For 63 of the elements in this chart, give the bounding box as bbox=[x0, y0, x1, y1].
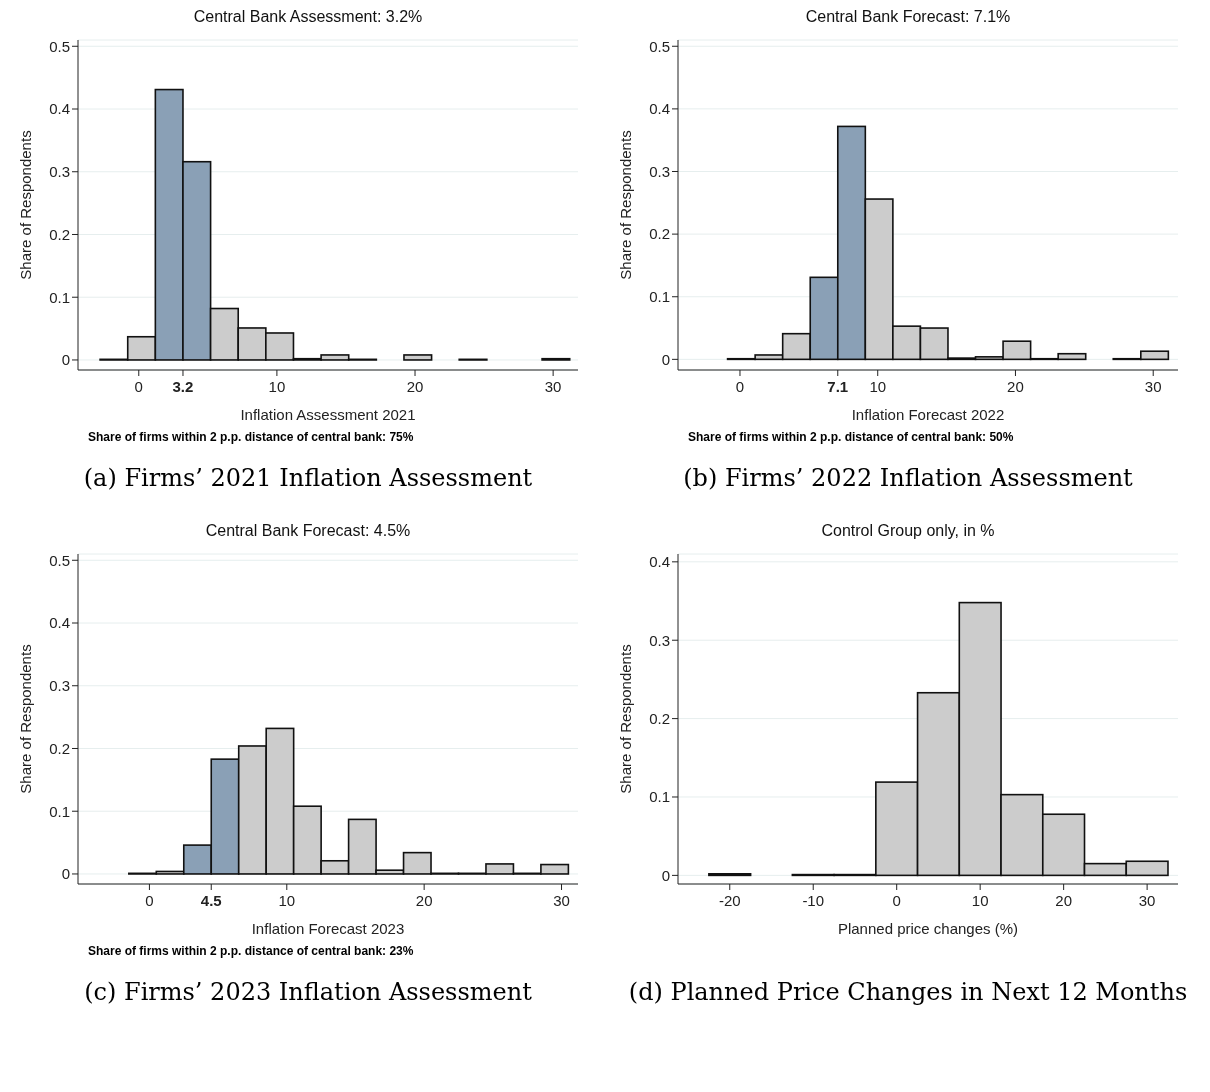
x-tick-label: 20 bbox=[415, 892, 433, 909]
y-axis-title: Share of Respondents bbox=[17, 644, 35, 794]
chart-title: Control Group only, in % bbox=[820, 522, 996, 541]
x-tick-label: 3.2 bbox=[172, 378, 194, 395]
x-tick-label: 30 bbox=[1144, 378, 1162, 395]
y-tick-label: 0.1 bbox=[49, 802, 70, 820]
y-tick-label: 0.3 bbox=[649, 162, 670, 180]
x-tick-label: 30 bbox=[1138, 892, 1156, 909]
x-tick-label: 10 bbox=[278, 892, 296, 909]
x-tick-label: 10 bbox=[869, 378, 887, 395]
y-axis-title: Share of Respondents bbox=[617, 130, 635, 280]
y-tick-label: 0.5 bbox=[49, 37, 70, 55]
chart-title: Central Bank Forecast: 4.5% bbox=[204, 522, 412, 541]
y-tick-label: 0.1 bbox=[649, 788, 670, 806]
x-tick-label: 20 bbox=[406, 378, 424, 395]
y-axis-title: Share of Respondents bbox=[617, 644, 635, 794]
x-tick-label: -20 bbox=[718, 892, 741, 909]
chart-title: Central Bank Forecast: 7.1% bbox=[804, 8, 1012, 27]
y-tick-label: 0.5 bbox=[49, 551, 70, 569]
x-tick-label: 30 bbox=[553, 892, 570, 909]
y-tick-label: 0.4 bbox=[49, 614, 70, 632]
x-tick-label: 4.5 bbox=[200, 892, 222, 909]
y-tick-label: 0.3 bbox=[649, 631, 670, 649]
text: (d) Planned Price Changes in Next 12 Months bbox=[627, 978, 1189, 1006]
y-tick-label: 0.2 bbox=[49, 225, 70, 243]
text: Share of firms within 2 p.p. distance of central bank: 23% bbox=[88, 944, 415, 958]
x-axis-title: Inflation Forecast 2023 bbox=[251, 920, 405, 937]
x-tick-label: 10 bbox=[268, 378, 286, 395]
y-tick-label: 0.2 bbox=[649, 709, 670, 727]
text: Share of firms within 2 p.p. distance of central bank: 75% bbox=[88, 430, 415, 444]
x-tick-label: 7.1 bbox=[827, 378, 849, 395]
x-tick-label: 20 bbox=[1055, 892, 1072, 909]
y-axis-title: Share of Respondents bbox=[17, 130, 35, 280]
text: Share of firms within 2 p.p. distance of central bank: 50% bbox=[688, 430, 1015, 444]
x-tick-label: 0 bbox=[735, 378, 745, 395]
y-tick-label: 0.4 bbox=[649, 100, 670, 118]
x-tick-label: 30 bbox=[544, 378, 562, 395]
y-tick-label: 0.3 bbox=[49, 163, 70, 181]
y-tick-label: 0 bbox=[661, 350, 670, 368]
text: (b) Firms’ 2022 Inflation Assessment bbox=[682, 464, 1134, 492]
x-tick-label: 0 bbox=[892, 892, 901, 909]
y-tick-label: 0.1 bbox=[49, 288, 70, 306]
x-tick-label: 10 bbox=[971, 892, 989, 909]
y-tick-label: 0.4 bbox=[649, 553, 670, 571]
text: (a) Firms’ 2021 Inflation Assessment bbox=[82, 464, 534, 492]
x-tick-label: 0 bbox=[145, 892, 154, 909]
text: (c) Firms’ 2023 Inflation Assessment bbox=[83, 978, 533, 1006]
y-tick-label: 0.5 bbox=[649, 37, 670, 55]
y-tick-label: 0.2 bbox=[649, 225, 670, 243]
chart-title: Central Bank Assessment: 3.2% bbox=[192, 8, 424, 27]
y-tick-label: 0 bbox=[661, 866, 670, 884]
y-tick-label: 0.1 bbox=[649, 288, 670, 306]
x-axis-title: Inflation Assessment 2021 bbox=[240, 406, 416, 423]
y-tick-label: 0.2 bbox=[49, 739, 70, 757]
y-tick-label: 0.3 bbox=[49, 677, 70, 695]
y-tick-label: 0.4 bbox=[49, 100, 70, 118]
y-tick-label: 0 bbox=[61, 865, 70, 883]
x-tick-label: -10 bbox=[802, 892, 825, 909]
x-axis-title: Inflation Forecast 2022 bbox=[851, 406, 1005, 423]
y-tick-label: 0 bbox=[61, 351, 70, 369]
x-axis-title: Planned price changes (%) bbox=[837, 920, 1019, 937]
x-tick-label: 0 bbox=[134, 378, 143, 395]
x-tick-label: 20 bbox=[1007, 378, 1024, 395]
